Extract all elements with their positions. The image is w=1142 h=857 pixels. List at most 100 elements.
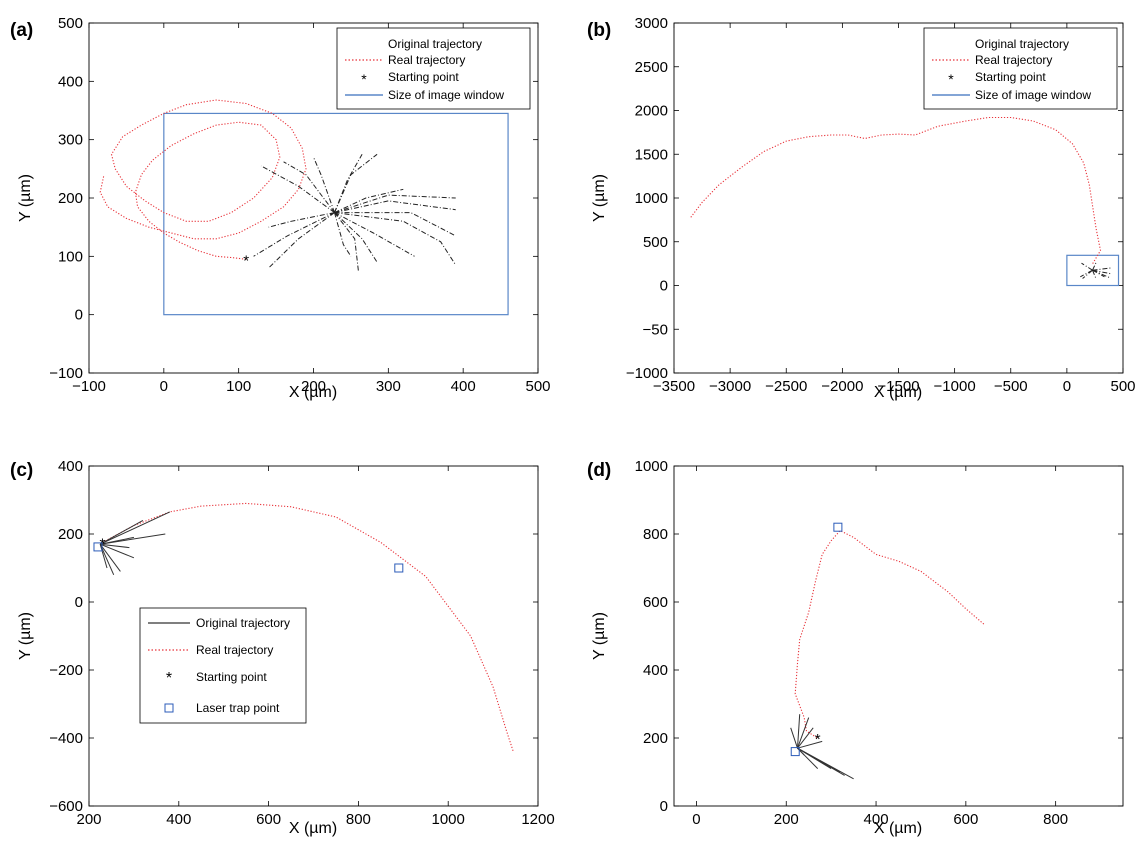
panel-c-ytick-label: 200 xyxy=(58,526,83,543)
panel-b-original-trajectory-branch xyxy=(1081,262,1093,271)
panel-b-xticks: −3500 −3000 −2500 −2000 −1500 −1000 −500 0 500 xyxy=(653,23,1136,395)
panel-d-series-group: * xyxy=(790,522,985,780)
panel-a-original-trajectory-branch xyxy=(268,212,335,228)
panel-a-original-trajectory-branch xyxy=(334,212,359,271)
panel-c-xtick-label: 800 xyxy=(346,811,371,828)
panel-d-plot-area xyxy=(673,465,1124,807)
panel-b-ytick-label: −50 xyxy=(643,321,668,338)
panel-c-tag: (c) xyxy=(10,460,33,481)
panel-a-real-trajectory xyxy=(99,99,307,260)
panel-a-legend-window: Size of image window xyxy=(388,88,504,102)
panel-b-original-trajectory-branch xyxy=(1092,270,1097,280)
panel-b-ytick-label: 2500 xyxy=(635,59,668,76)
panel-d-original-trajectory-branch xyxy=(797,714,801,749)
panel-c-legend-original: Original trajectory xyxy=(196,616,290,630)
panel-c-starting-point-marker: * xyxy=(100,536,106,553)
panel-d-series: * xyxy=(790,522,985,780)
panel-d-ylabel: Y (µm) xyxy=(591,612,608,660)
panel-c: (c) 200 400 600 800 1000 1200 −600−400−200020… xyxy=(10,458,555,837)
panel-a-xtick-label: −100 xyxy=(72,378,106,395)
panel-a-ytick-label: −100 xyxy=(49,365,83,382)
panel-b-original-trajectory-branch xyxy=(1092,261,1098,271)
panel-c-xtick-label: 400 xyxy=(166,811,191,828)
panel-c-real-trajectory xyxy=(102,502,514,752)
panel-b-original-trajectory-branch xyxy=(1080,269,1093,278)
panel-d-original-trajectory-branch xyxy=(797,747,841,773)
panel-d-original-trajectory-branch xyxy=(797,717,810,749)
panel-c-original-trajectory-branch xyxy=(99,543,121,572)
panel-a-xtick-label: 200 xyxy=(301,378,326,395)
panel-a-tag: (a) xyxy=(10,20,33,41)
panel-d-real-trajectory xyxy=(794,529,985,739)
panel-a-original-trajectory-branch xyxy=(334,212,415,257)
panel-a-ytick-label: 500 xyxy=(58,15,83,32)
panel-c-legend-trap-marker xyxy=(164,703,174,713)
panel-d-tag: (d) xyxy=(587,460,611,481)
panel-d-ytick-label: 0 xyxy=(660,798,668,815)
panel-a-legend: Original trajectory Real trajectory * St… xyxy=(336,27,531,110)
panel-d-original-trajectory-branch xyxy=(797,727,814,749)
panel-d-original-trajectory-branch xyxy=(797,740,823,749)
panel-d-laser-trap-marker xyxy=(833,522,843,532)
panel-c-ylabel: Y (µm) xyxy=(17,612,34,660)
panel-a-original-trajectory-branch xyxy=(334,200,456,214)
panel-a-legend-real: Real trajectory xyxy=(388,53,465,67)
panel-c-laser-trap-marker xyxy=(93,542,103,552)
panel-d-ytick-label: 600 xyxy=(643,594,668,611)
panel-c-original-trajectory-branch xyxy=(100,543,130,549)
panel-a-series-group: * xyxy=(99,99,509,316)
panel-a-ytick-label: 0 xyxy=(75,307,83,324)
panel-b-legend-window: Size of image window xyxy=(975,88,1091,102)
panel-b-ytick-label: 3000 xyxy=(635,15,668,32)
panel-a-original-trajectory-branch xyxy=(334,153,378,213)
panel-b-legend-original: Original trajectory xyxy=(975,37,1069,51)
panel-a-ytick-label: 100 xyxy=(58,248,83,265)
panel-c-original-trajectory-branch xyxy=(99,511,171,545)
panel-c-ytick-label: 400 xyxy=(58,458,83,475)
panel-b-series-group xyxy=(690,116,1120,287)
panel-b-series xyxy=(690,116,1120,287)
panel-a-original-trajectory-branch xyxy=(334,212,378,263)
panel-c-xtick-label: 1200 xyxy=(521,811,554,828)
panel-a-original-trajectory-branch xyxy=(253,212,335,257)
panel-d-ytick-label: 1000 xyxy=(635,458,668,475)
panel-a-series: * xyxy=(99,99,509,316)
panel-c-legend: Original trajectory Real trajectory * St… xyxy=(139,607,307,724)
panel-b-ytick-label: 1000 xyxy=(635,190,668,207)
panel-b-xlabel: X (µm) xyxy=(874,384,922,401)
panel-b-yticks: −1000 −50 0 500 1000 1500 2000 2500 3000 xyxy=(626,15,1123,382)
panel-d-ytick-label: 400 xyxy=(643,662,668,679)
panel-a-legend-original: Original trajectory xyxy=(388,37,482,51)
panel-b-tag: (b) xyxy=(587,20,611,41)
panel-b-xtick-label: −3500 xyxy=(653,378,695,395)
panel-a-ytick-label: 200 xyxy=(58,190,83,207)
panel-a-original-trajectory-branch xyxy=(283,161,335,213)
panel-a-original-trajectory-branch xyxy=(268,212,335,269)
panel-c-xtick-label: 600 xyxy=(256,811,281,828)
panel-b-legend-real: Real trajectory xyxy=(975,53,1052,67)
panel-a-ytick-label: 400 xyxy=(58,73,83,90)
panel-c-xtick-label: 200 xyxy=(76,811,101,828)
panel-c-original-trajectory-branch xyxy=(99,519,144,545)
panel-a-xtick-label: 300 xyxy=(376,378,401,395)
panel-c-original-trajectory-branch xyxy=(100,543,135,559)
panel-c-legend-start: Starting point xyxy=(196,670,267,684)
panel-b-xtick-label: −500 xyxy=(994,378,1028,395)
panel-b-original-trajectory-branch xyxy=(1092,269,1111,275)
panel-c-xlabel: X (µm) xyxy=(289,820,337,837)
panel-c-yticks: −600 −400 −200 0 200 400 xyxy=(49,458,538,815)
panel-d-ytick-label: 200 xyxy=(643,730,668,747)
panel-b-ytick-label: 0 xyxy=(660,278,668,295)
panel-a: (a) −100 0 100 200 300 400 500 −100 0 100 200 300 4… xyxy=(10,15,551,401)
panel-b-ytick-label: 1500 xyxy=(635,146,668,163)
panel-a-original-trajectory-branch xyxy=(334,154,363,213)
panel-d-xtick-label: 200 xyxy=(774,811,799,828)
panel-b-ylabel: Y (µm) xyxy=(591,174,608,222)
panel-b: (b) −3500 −3000 −2500 −2000 −1500 −1000 −500 0 5… xyxy=(587,15,1136,401)
panel-c-legend-start-marker: * xyxy=(166,670,172,687)
panel-d-xtick-label: 800 xyxy=(1043,811,1068,828)
panel-a-starting-point-marker: * xyxy=(243,252,249,269)
panel-a-xticks: −100 0 100 200 300 400 500 xyxy=(72,23,551,395)
panel-c-xticks: 200 400 600 800 1000 1200 xyxy=(76,466,555,828)
panel-c-legend-trap: Laser trap point xyxy=(196,701,280,715)
